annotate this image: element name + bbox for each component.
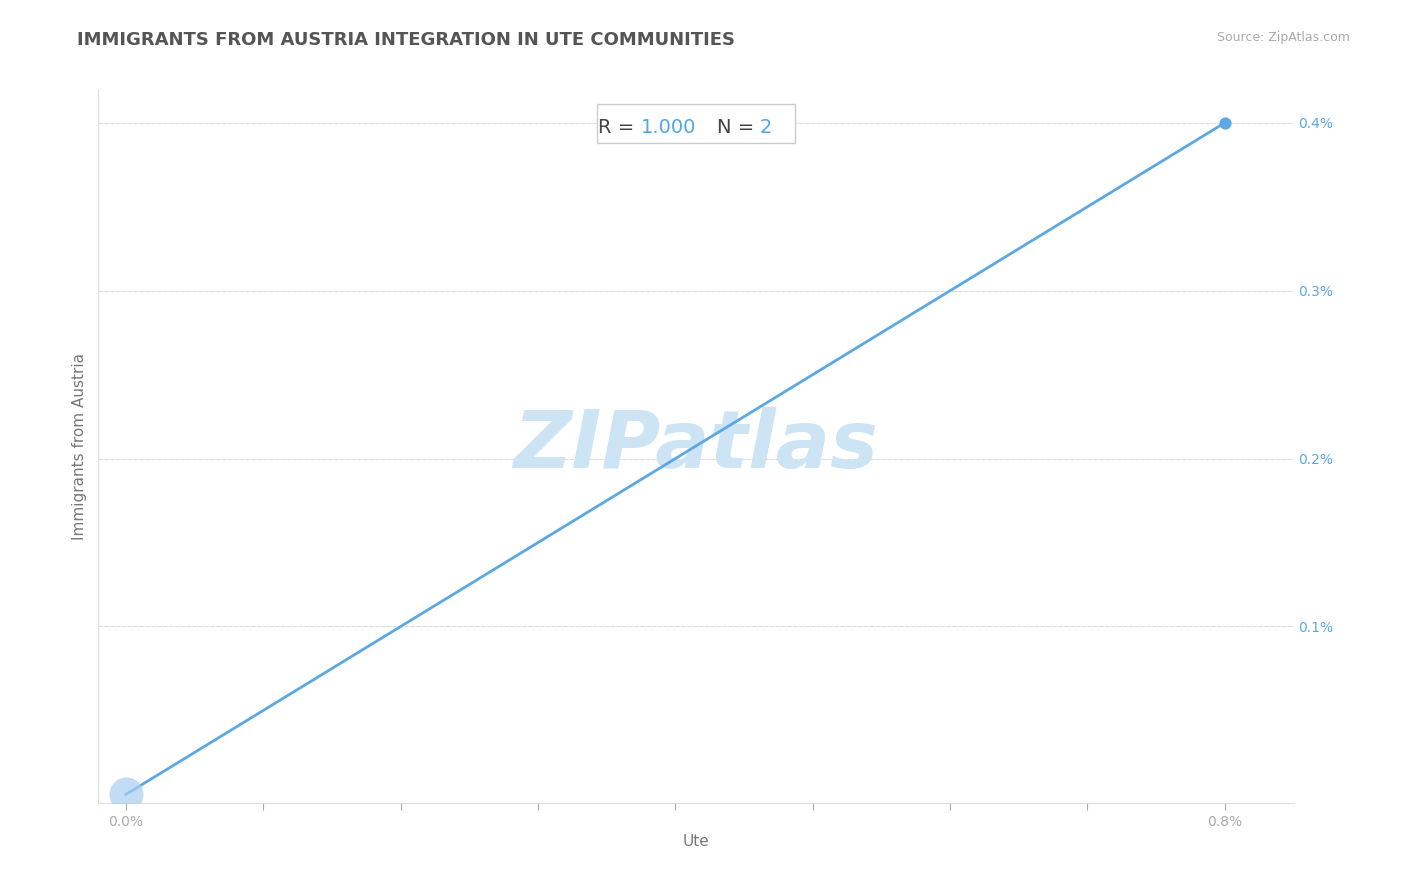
Text: 1.000: 1.000 bbox=[641, 118, 696, 136]
X-axis label: Ute: Ute bbox=[682, 834, 710, 849]
Point bbox=[115, 788, 138, 802]
Text: IMMIGRANTS FROM AUSTRIA INTEGRATION IN UTE COMMUNITIES: IMMIGRANTS FROM AUSTRIA INTEGRATION IN U… bbox=[77, 31, 735, 49]
Point bbox=[1213, 116, 1236, 130]
Text: N =: N = bbox=[717, 118, 761, 136]
Y-axis label: Immigrants from Austria: Immigrants from Austria bbox=[72, 352, 87, 540]
Text: R =: R = bbox=[598, 118, 641, 136]
Text: 2: 2 bbox=[759, 118, 772, 136]
Text: ZIPatlas: ZIPatlas bbox=[513, 407, 879, 485]
Text: Source: ZipAtlas.com: Source: ZipAtlas.com bbox=[1216, 31, 1350, 45]
Text: R = 1.000    N = 2: R = 1.000 N = 2 bbox=[606, 114, 786, 133]
